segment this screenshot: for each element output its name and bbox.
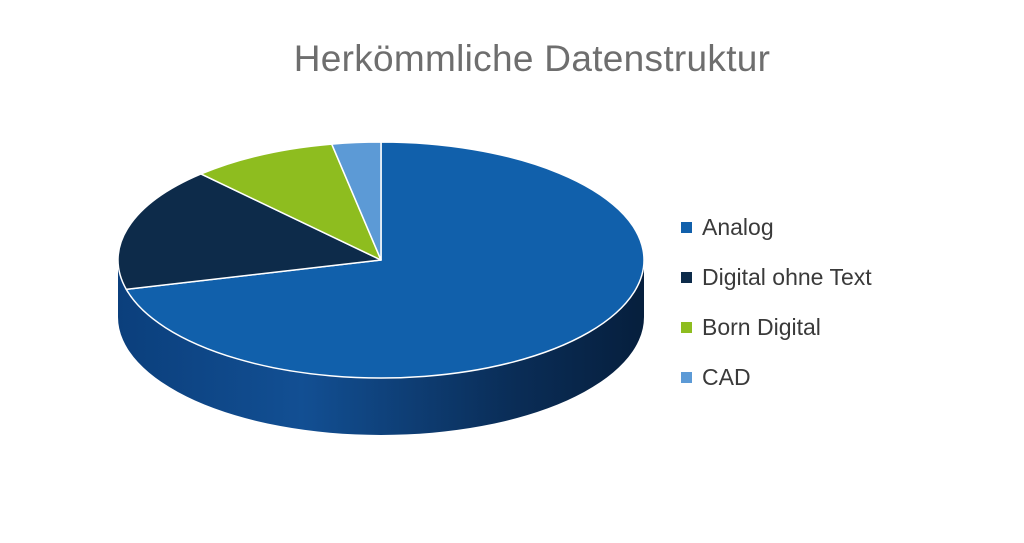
legend-swatch-analog: [681, 221, 692, 233]
pie-slice-born-digital: [200, 143, 382, 261]
legend-swatch-born-digital: [681, 321, 692, 333]
pie-slice-analog: [125, 141, 645, 379]
legend-item-born-digital: Born Digital: [681, 302, 872, 352]
pie-slice-cad: [330, 141, 382, 261]
legend-label-digital-ohne-text: Digital ohne Text: [702, 263, 872, 290]
pie-side-wall-shape: [118, 260, 644, 435]
legend-label-analog: Analog: [702, 213, 774, 240]
chart-title: Herkömmliche Datenstruktur: [293, 38, 771, 79]
legend-swatch-cad: [681, 371, 692, 383]
pie-slice-digital-ohne-text: [117, 173, 382, 291]
legend-label-cad: CAD: [702, 363, 751, 390]
pie-slices: [117, 141, 645, 379]
legend-item-digital-ohne-text: Digital ohne Text: [681, 252, 872, 302]
pie-side-wall: [118, 260, 644, 435]
legend-label-born-digital: Born Digital: [702, 313, 821, 340]
legend-swatch-digital-ohne-text: [681, 271, 692, 283]
legend-item-analog: Analog: [681, 202, 872, 252]
legend: Analog Digital ohne Text Born Digital CA…: [681, 202, 872, 402]
legend-item-cad: CAD: [681, 352, 872, 402]
